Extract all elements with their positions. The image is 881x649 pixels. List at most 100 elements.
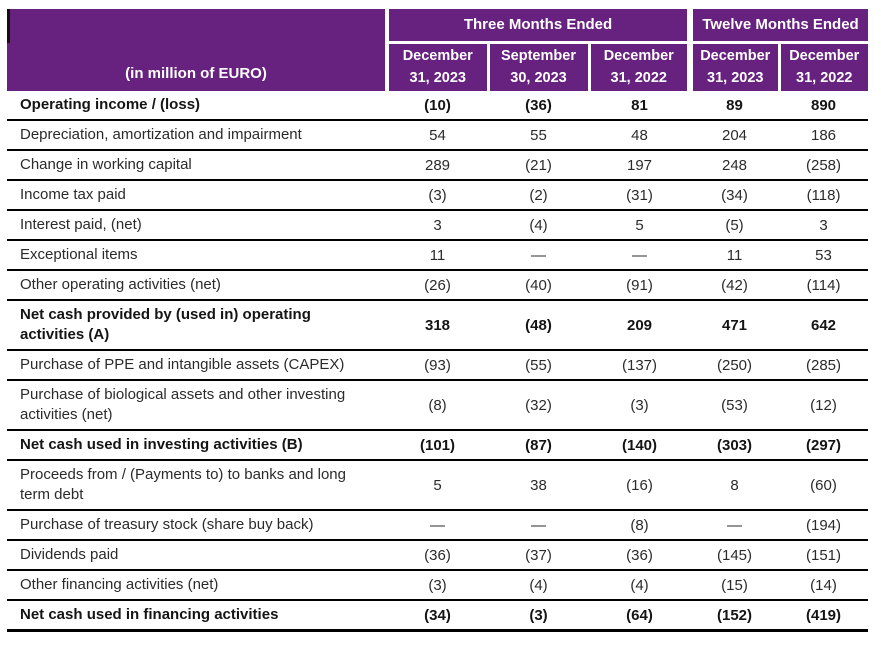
- row-value: (21): [488, 150, 589, 181]
- row-value: (3): [589, 380, 691, 431]
- row-value: (16): [589, 460, 691, 511]
- date-line-2: 31, 2022: [796, 70, 853, 87]
- row-value: (87): [488, 430, 589, 461]
- row-value: (140): [589, 430, 691, 461]
- row-value: (4): [589, 570, 691, 601]
- col-group-twelve-months: Twelve Months Ended: [687, 9, 869, 42]
- row-value: (258): [779, 150, 869, 181]
- row-value: (137): [589, 350, 691, 381]
- row-value: (3): [387, 180, 488, 211]
- row-value: (303): [690, 430, 780, 461]
- unit-label: (in million of EURO): [125, 65, 267, 82]
- cash-flow-table: (in million of EURO) Three Months Ended …: [7, 9, 869, 632]
- row-value: 5: [387, 460, 488, 511]
- row-label: Change in working capital: [7, 150, 387, 181]
- row-value: —: [488, 240, 589, 271]
- row-value: (419): [779, 600, 869, 632]
- row-value: 197: [589, 150, 691, 181]
- row-value: 11: [387, 240, 488, 271]
- row-label: Exceptional items: [7, 240, 387, 271]
- table-row: Net cash used in financing activities (34…: [7, 600, 869, 632]
- row-value: 53: [779, 240, 869, 271]
- row-value: (34): [387, 600, 488, 632]
- row-value: 48: [589, 120, 691, 151]
- row-value: (34): [690, 180, 780, 211]
- col-header-dec-31-2022-y: December 31, 2022: [777, 40, 869, 91]
- row-value: (4): [488, 210, 589, 241]
- unit-label-cell: (in million of EURO): [7, 9, 387, 91]
- row-value: 289: [387, 150, 488, 181]
- row-label: Depreciation, amortization and impairmen…: [7, 120, 387, 151]
- row-value: (36): [387, 540, 488, 571]
- date-line-1: December: [789, 47, 860, 64]
- date-line-2: 31, 2023: [707, 70, 764, 87]
- row-label: Net cash used in investing activities (B…: [7, 430, 387, 461]
- row-value: (151): [779, 540, 869, 571]
- row-value: (114): [779, 270, 869, 301]
- row-value: 38: [488, 460, 589, 511]
- table-row: Change in working capital 289 (21) 197 248 (2…: [7, 150, 869, 181]
- table-body: Operating income / (loss) (10) (36) 81 89 890…: [7, 91, 869, 632]
- col-header-dec-31-2023-y: December 31, 2023: [687, 40, 780, 91]
- table-header: (in million of EURO) Three Months Ended …: [7, 9, 869, 91]
- col-header-dec-31-2023-q: December 31, 2023: [385, 40, 488, 91]
- col-group-three-months: Three Months Ended: [384, 9, 691, 42]
- table-row: Proceeds from / (Payments to) to banks a…: [7, 460, 869, 511]
- row-value: (42): [690, 270, 780, 301]
- table-row: Interest paid, (net) 3 (4) 5 (5) 3: [7, 210, 869, 241]
- row-value: —: [690, 510, 780, 541]
- row-value: (36): [488, 91, 589, 121]
- table-row: Depreciation, amortization and impairmen…: [7, 120, 869, 151]
- date-line-1: September: [501, 47, 576, 64]
- row-value: (14): [779, 570, 869, 601]
- row-value: 186: [779, 120, 869, 151]
- table-row: Operating income / (loss) (10) (36) 81 89 890: [7, 91, 869, 121]
- row-value: (93): [387, 350, 488, 381]
- row-value: (48): [488, 300, 589, 351]
- date-line-1: December: [402, 47, 473, 64]
- row-value: (55): [488, 350, 589, 381]
- row-value: (36): [589, 540, 691, 571]
- row-value: (285): [779, 350, 869, 381]
- row-value: (15): [690, 570, 780, 601]
- row-value: 471: [690, 300, 780, 351]
- row-label: Net cash used in financing activities: [7, 600, 387, 632]
- group-header-row: (in million of EURO) Three Months Ended …: [7, 9, 869, 91]
- row-value: (101): [387, 430, 488, 461]
- row-value: (3): [387, 570, 488, 601]
- row-value: (118): [779, 180, 869, 211]
- row-value: —: [387, 510, 488, 541]
- row-value: (31): [589, 180, 691, 211]
- row-label: Other financing activities (net): [7, 570, 387, 601]
- row-value: 8: [690, 460, 780, 511]
- row-label: Net cash provided by (used in) operating…: [7, 300, 387, 351]
- row-value: (37): [488, 540, 589, 571]
- table-row: Dividends paid (36) (37) (36) (145) (151): [7, 540, 869, 571]
- row-value: (91): [589, 270, 691, 301]
- row-label: Purchase of treasury stock (share buy ba…: [7, 510, 387, 541]
- row-value: 5: [589, 210, 691, 241]
- row-value: (5): [690, 210, 780, 241]
- date-line-1: December: [700, 47, 771, 64]
- row-label: Other operating activities (net): [7, 270, 387, 301]
- col-header-dec-31-2022-q: December 31, 2022: [587, 40, 691, 91]
- row-value: 248: [690, 150, 780, 181]
- row-value: (152): [690, 600, 780, 632]
- row-label: Purchase of biological assets and other …: [7, 380, 387, 431]
- row-value: 209: [589, 300, 691, 351]
- table-row: Purchase of PPE and intangible assets (C…: [7, 350, 869, 381]
- row-value: 11: [690, 240, 780, 271]
- row-value: (40): [488, 270, 589, 301]
- text-cursor-artifact: [7, 9, 10, 43]
- row-value: 55: [488, 120, 589, 151]
- table-row: Purchase of treasury stock (share buy ba…: [7, 510, 869, 541]
- row-value: 318: [387, 300, 488, 351]
- date-line-2: 31, 2022: [610, 70, 667, 87]
- row-value: (250): [690, 350, 780, 381]
- table-row: Exceptional items 11— —11 53: [7, 240, 869, 271]
- date-header-row: December 31, 2023 September 30, 2023 Dec…: [7, 40, 869, 91]
- row-value: (3): [488, 600, 589, 632]
- row-value: 89: [690, 91, 780, 121]
- table-row: Net cash provided by (used in) operating…: [7, 300, 869, 351]
- row-value: (194): [779, 510, 869, 541]
